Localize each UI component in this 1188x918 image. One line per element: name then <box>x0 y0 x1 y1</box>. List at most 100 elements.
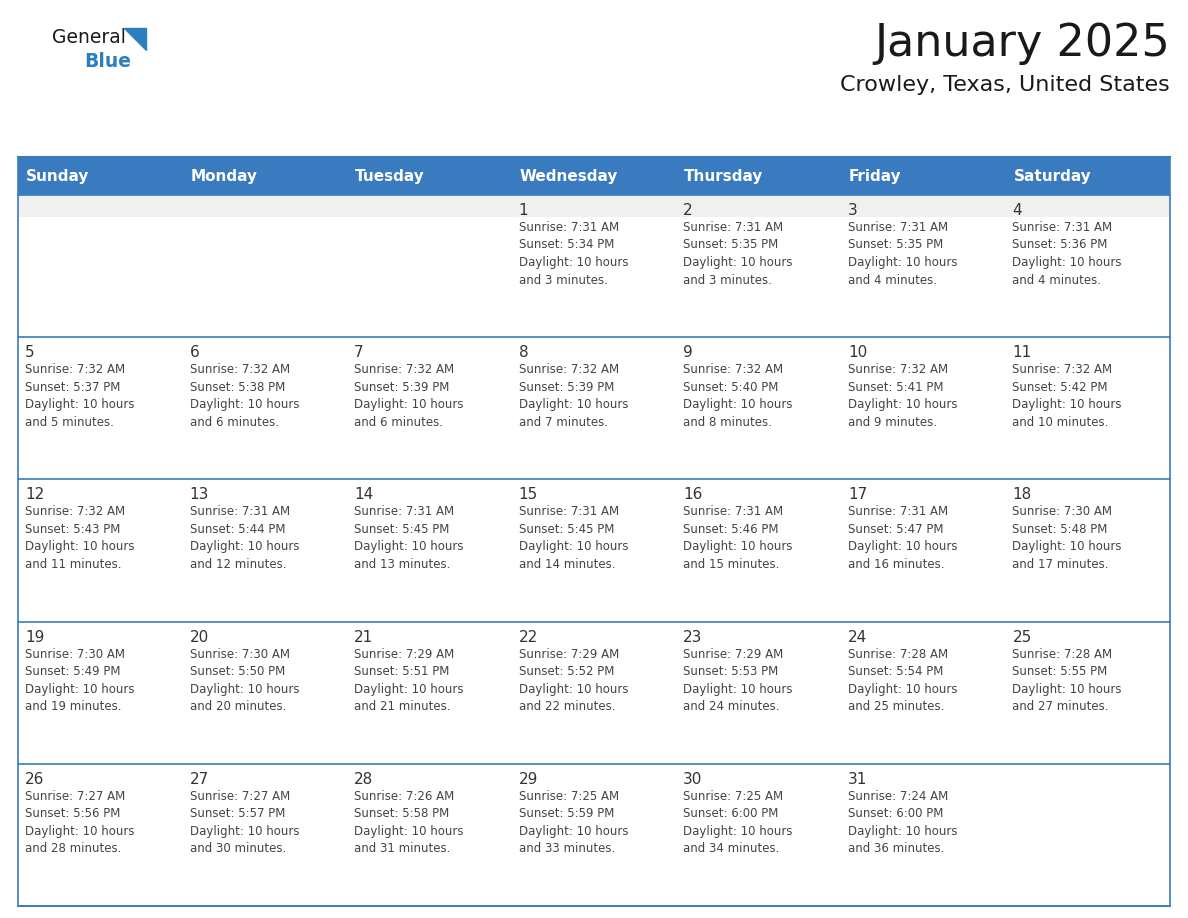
Text: Friday: Friday <box>849 169 902 184</box>
Bar <box>18 195 183 217</box>
Bar <box>841 621 1005 764</box>
Text: Sunday: Sunday <box>26 169 89 184</box>
Text: Sunrise: 7:32 AM
Sunset: 5:37 PM
Daylight: 10 hours
and 5 minutes.: Sunrise: 7:32 AM Sunset: 5:37 PM Dayligh… <box>25 364 134 429</box>
Text: Sunrise: 7:31 AM
Sunset: 5:44 PM
Daylight: 10 hours
and 12 minutes.: Sunrise: 7:31 AM Sunset: 5:44 PM Dayligh… <box>190 506 299 571</box>
Text: Sunrise: 7:29 AM
Sunset: 5:52 PM
Daylight: 10 hours
and 22 minutes.: Sunrise: 7:29 AM Sunset: 5:52 PM Dayligh… <box>519 647 628 713</box>
Text: Sunrise: 7:28 AM
Sunset: 5:54 PM
Daylight: 10 hours
and 25 minutes.: Sunrise: 7:28 AM Sunset: 5:54 PM Dayligh… <box>848 647 958 713</box>
Text: Sunrise: 7:32 AM
Sunset: 5:40 PM
Daylight: 10 hours
and 8 minutes.: Sunrise: 7:32 AM Sunset: 5:40 PM Dayligh… <box>683 364 792 429</box>
Bar <box>183 195 347 217</box>
Text: Crowley, Texas, United States: Crowley, Texas, United States <box>840 75 1170 95</box>
Text: 12: 12 <box>25 487 44 502</box>
Bar <box>676 621 841 764</box>
Bar <box>183 479 347 621</box>
Text: 22: 22 <box>519 630 538 644</box>
Bar <box>676 217 841 337</box>
Text: 9: 9 <box>683 345 693 360</box>
Bar <box>841 764 1005 906</box>
Text: Sunrise: 7:31 AM
Sunset: 5:45 PM
Daylight: 10 hours
and 13 minutes.: Sunrise: 7:31 AM Sunset: 5:45 PM Dayligh… <box>354 506 463 571</box>
Bar <box>512 479 676 621</box>
Text: 23: 23 <box>683 630 702 644</box>
Bar <box>512 764 676 906</box>
Text: 4: 4 <box>1012 203 1022 218</box>
Text: Sunrise: 7:31 AM
Sunset: 5:47 PM
Daylight: 10 hours
and 16 minutes.: Sunrise: 7:31 AM Sunset: 5:47 PM Dayligh… <box>848 506 958 571</box>
Bar <box>18 157 1170 195</box>
Bar <box>512 195 676 217</box>
Text: Sunrise: 7:31 AM
Sunset: 5:46 PM
Daylight: 10 hours
and 15 minutes.: Sunrise: 7:31 AM Sunset: 5:46 PM Dayligh… <box>683 506 792 571</box>
Text: 19: 19 <box>25 630 44 644</box>
Bar <box>18 337 183 479</box>
Text: Sunrise: 7:32 AM
Sunset: 5:39 PM
Daylight: 10 hours
and 6 minutes.: Sunrise: 7:32 AM Sunset: 5:39 PM Dayligh… <box>354 364 463 429</box>
Text: 25: 25 <box>1012 630 1031 644</box>
Text: 5: 5 <box>25 345 34 360</box>
Bar <box>841 195 1005 217</box>
Text: Sunrise: 7:27 AM
Sunset: 5:57 PM
Daylight: 10 hours
and 30 minutes.: Sunrise: 7:27 AM Sunset: 5:57 PM Dayligh… <box>190 789 299 856</box>
Text: 8: 8 <box>519 345 529 360</box>
Bar <box>347 764 512 906</box>
Text: January 2025: January 2025 <box>874 22 1170 65</box>
Text: General: General <box>52 28 126 47</box>
Text: Sunrise: 7:30 AM
Sunset: 5:48 PM
Daylight: 10 hours
and 17 minutes.: Sunrise: 7:30 AM Sunset: 5:48 PM Dayligh… <box>1012 506 1121 571</box>
Bar <box>676 337 841 479</box>
Bar <box>183 764 347 906</box>
Bar <box>1005 195 1170 217</box>
Text: Sunrise: 7:32 AM
Sunset: 5:38 PM
Daylight: 10 hours
and 6 minutes.: Sunrise: 7:32 AM Sunset: 5:38 PM Dayligh… <box>190 364 299 429</box>
Text: Sunrise: 7:32 AM
Sunset: 5:41 PM
Daylight: 10 hours
and 9 minutes.: Sunrise: 7:32 AM Sunset: 5:41 PM Dayligh… <box>848 364 958 429</box>
Text: Sunrise: 7:32 AM
Sunset: 5:43 PM
Daylight: 10 hours
and 11 minutes.: Sunrise: 7:32 AM Sunset: 5:43 PM Dayligh… <box>25 506 134 571</box>
Bar <box>347 621 512 764</box>
Text: 6: 6 <box>190 345 200 360</box>
Text: 18: 18 <box>1012 487 1031 502</box>
Text: 24: 24 <box>848 630 867 644</box>
Text: 30: 30 <box>683 772 702 787</box>
Text: Sunrise: 7:31 AM
Sunset: 5:36 PM
Daylight: 10 hours
and 4 minutes.: Sunrise: 7:31 AM Sunset: 5:36 PM Dayligh… <box>1012 221 1121 286</box>
Bar <box>841 217 1005 337</box>
Text: 2: 2 <box>683 203 693 218</box>
Text: 11: 11 <box>1012 345 1031 360</box>
Text: 1: 1 <box>519 203 529 218</box>
Bar <box>183 217 347 337</box>
Text: Sunrise: 7:25 AM
Sunset: 5:59 PM
Daylight: 10 hours
and 33 minutes.: Sunrise: 7:25 AM Sunset: 5:59 PM Dayligh… <box>519 789 628 856</box>
Text: Blue: Blue <box>84 52 131 71</box>
Bar <box>347 195 512 217</box>
Text: Sunrise: 7:27 AM
Sunset: 5:56 PM
Daylight: 10 hours
and 28 minutes.: Sunrise: 7:27 AM Sunset: 5:56 PM Dayligh… <box>25 789 134 856</box>
Text: 31: 31 <box>848 772 867 787</box>
Bar <box>18 217 183 337</box>
Bar <box>676 195 841 217</box>
Text: Sunrise: 7:29 AM
Sunset: 5:51 PM
Daylight: 10 hours
and 21 minutes.: Sunrise: 7:29 AM Sunset: 5:51 PM Dayligh… <box>354 647 463 713</box>
Text: Sunrise: 7:24 AM
Sunset: 6:00 PM
Daylight: 10 hours
and 36 minutes.: Sunrise: 7:24 AM Sunset: 6:00 PM Dayligh… <box>848 789 958 856</box>
Text: 17: 17 <box>848 487 867 502</box>
Text: Sunrise: 7:29 AM
Sunset: 5:53 PM
Daylight: 10 hours
and 24 minutes.: Sunrise: 7:29 AM Sunset: 5:53 PM Dayligh… <box>683 647 792 713</box>
Bar <box>18 764 183 906</box>
Text: 3: 3 <box>848 203 858 218</box>
Text: Thursday: Thursday <box>684 169 764 184</box>
Bar <box>18 479 183 621</box>
Text: 15: 15 <box>519 487 538 502</box>
Text: Sunrise: 7:32 AM
Sunset: 5:42 PM
Daylight: 10 hours
and 10 minutes.: Sunrise: 7:32 AM Sunset: 5:42 PM Dayligh… <box>1012 364 1121 429</box>
Bar <box>347 217 512 337</box>
Bar <box>841 479 1005 621</box>
Text: 13: 13 <box>190 487 209 502</box>
Bar <box>676 479 841 621</box>
Bar <box>1005 337 1170 479</box>
Text: 28: 28 <box>354 772 373 787</box>
Bar <box>18 621 183 764</box>
Text: 27: 27 <box>190 772 209 787</box>
Text: 29: 29 <box>519 772 538 787</box>
Text: Sunrise: 7:26 AM
Sunset: 5:58 PM
Daylight: 10 hours
and 31 minutes.: Sunrise: 7:26 AM Sunset: 5:58 PM Dayligh… <box>354 789 463 856</box>
Text: Sunrise: 7:30 AM
Sunset: 5:49 PM
Daylight: 10 hours
and 19 minutes.: Sunrise: 7:30 AM Sunset: 5:49 PM Dayligh… <box>25 647 134 713</box>
Bar <box>347 337 512 479</box>
Text: 10: 10 <box>848 345 867 360</box>
Bar <box>512 337 676 479</box>
Text: 16: 16 <box>683 487 702 502</box>
Text: Sunrise: 7:31 AM
Sunset: 5:35 PM
Daylight: 10 hours
and 4 minutes.: Sunrise: 7:31 AM Sunset: 5:35 PM Dayligh… <box>848 221 958 286</box>
Text: 14: 14 <box>354 487 373 502</box>
Bar <box>1005 217 1170 337</box>
Bar <box>183 337 347 479</box>
Text: Saturday: Saturday <box>1013 169 1092 184</box>
Bar <box>1005 764 1170 906</box>
Bar <box>183 621 347 764</box>
Text: Sunrise: 7:32 AM
Sunset: 5:39 PM
Daylight: 10 hours
and 7 minutes.: Sunrise: 7:32 AM Sunset: 5:39 PM Dayligh… <box>519 364 628 429</box>
Bar <box>1005 621 1170 764</box>
Text: Sunrise: 7:31 AM
Sunset: 5:35 PM
Daylight: 10 hours
and 3 minutes.: Sunrise: 7:31 AM Sunset: 5:35 PM Dayligh… <box>683 221 792 286</box>
Text: 26: 26 <box>25 772 44 787</box>
Text: Wednesday: Wednesday <box>519 169 618 184</box>
